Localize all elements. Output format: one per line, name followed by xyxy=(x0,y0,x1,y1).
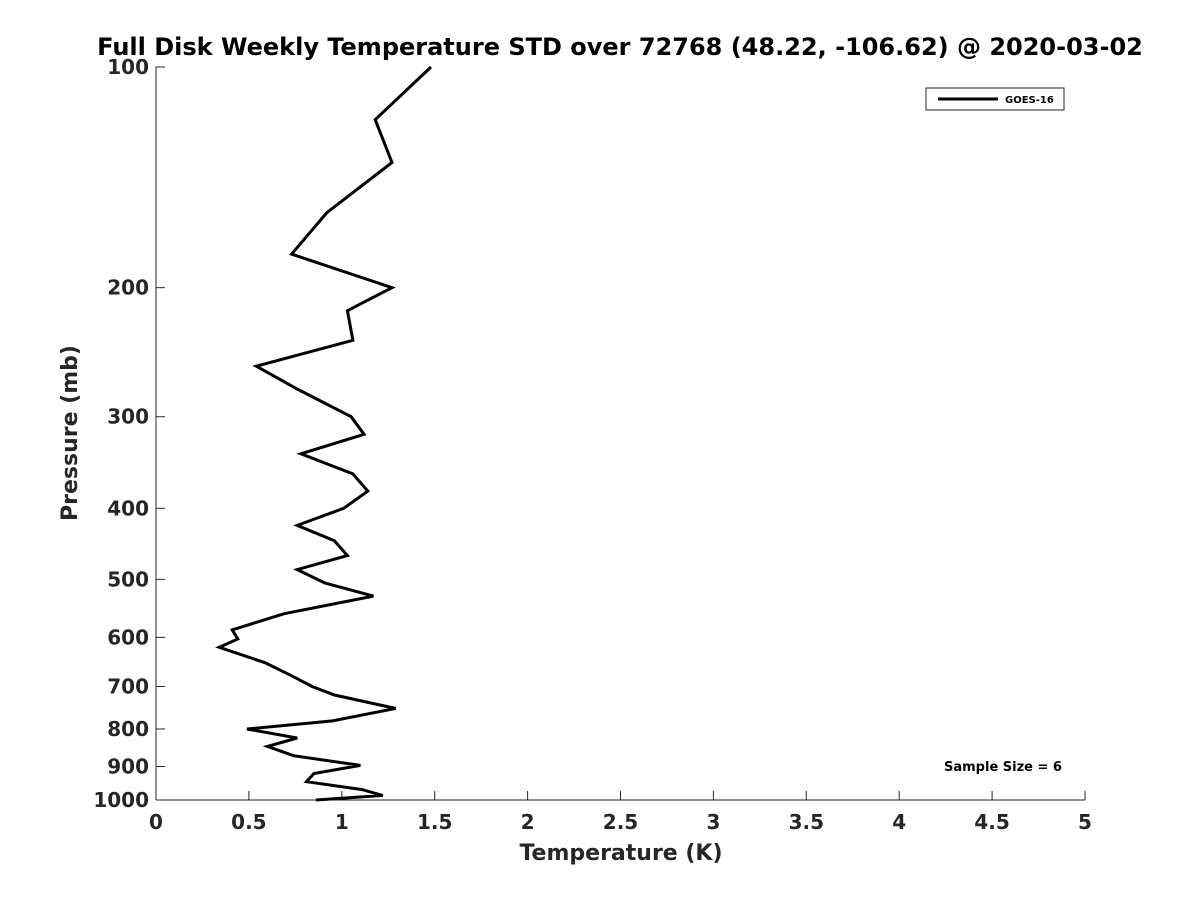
legend-label: GOES-16 xyxy=(1005,95,1054,106)
x-tick-label: 4.5 xyxy=(974,810,1009,834)
y-axis-label: Pressure (mb) xyxy=(58,345,83,521)
plot-area: 0 0.5 1 1.5 2 2.5 3 3.5 4 4.5 5 100 200 300 400 500 600… xyxy=(93,55,1092,834)
legend: GOES-16 xyxy=(925,87,1065,111)
x-tick-label: 3 xyxy=(706,810,720,834)
y-tick-label: 400 xyxy=(107,496,149,520)
x-tick-label: 0.5 xyxy=(231,810,266,834)
y-tick-label: 200 xyxy=(107,276,149,300)
y-tick-label: 100 xyxy=(107,55,149,79)
y-tick-label: 600 xyxy=(107,625,149,649)
y-axis-ticks: 100 200 300 400 500 600 700 800 900 1000 xyxy=(93,55,165,812)
x-axis-ticks: 0 0.5 1 1.5 2 2.5 3 3.5 4 4.5 5 xyxy=(149,791,1092,834)
y-tick-label: 300 xyxy=(107,405,149,429)
y-tick-label: 800 xyxy=(107,717,149,741)
sample-size-annotation: Sample Size = 6 xyxy=(944,760,1062,775)
y-tick-label: 1000 xyxy=(93,788,149,812)
x-tick-label: 3.5 xyxy=(789,810,824,834)
x-tick-label: 2 xyxy=(521,810,535,834)
x-tick-label: 0 xyxy=(149,810,163,834)
y-tick-label: 900 xyxy=(107,754,149,778)
series-group xyxy=(215,65,433,802)
y-tick-label: 700 xyxy=(107,674,149,698)
x-tick-label: 5 xyxy=(1078,810,1092,834)
x-tick-label: 1.5 xyxy=(417,810,452,834)
x-tick-label: 4 xyxy=(892,810,906,834)
x-tick-label: 1 xyxy=(335,810,349,834)
series-line-goes-16 xyxy=(215,65,433,802)
x-tick-label: 2.5 xyxy=(603,810,638,834)
x-axis-label: Temperature (K) xyxy=(519,841,722,866)
chart-title: Full Disk Weekly Temperature STD over 72… xyxy=(97,33,1143,61)
y-tick-label: 500 xyxy=(107,567,149,591)
